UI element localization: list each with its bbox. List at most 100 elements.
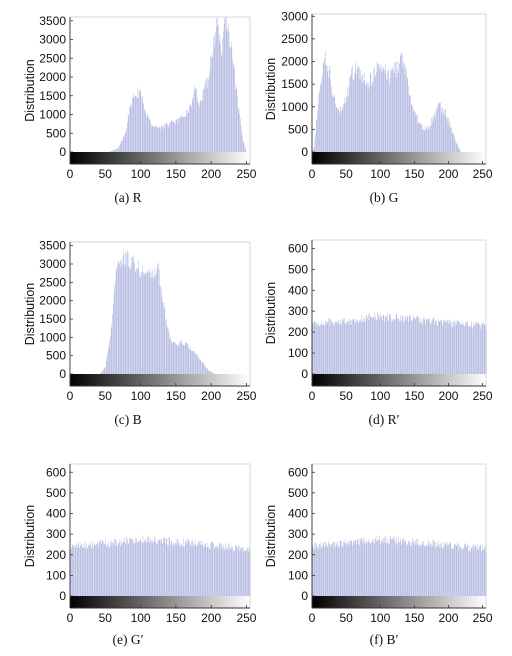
intensity-gradient-bar <box>70 152 250 164</box>
chart-panel-b: 0 500 1000 1500 2000 2500 3000 3500 0 50 100 150 200… <box>0 220 257 438</box>
y-tick-label: 1000 <box>281 100 308 114</box>
y-tick-label: 2500 <box>281 32 308 46</box>
x-tick-label: 150 <box>404 389 424 403</box>
x-tick-label: 100 <box>370 167 390 181</box>
y-tick-label: 0 <box>301 589 308 603</box>
intensity-gradient-bar <box>70 596 250 608</box>
x-tick-label: 0 <box>67 167 74 181</box>
y-tick-label: 300 <box>288 527 308 541</box>
chart-caption: (c) B <box>114 412 142 427</box>
y-tick-label: 1000 <box>39 108 66 122</box>
y-tick-label: 1500 <box>39 89 66 103</box>
y-tick-label: 500 <box>46 486 66 500</box>
y-tick-label: 600 <box>46 465 66 479</box>
x-tick-label: 100 <box>131 167 151 181</box>
histogram-bars <box>312 535 487 596</box>
x-tick-label: 200 <box>201 167 221 181</box>
y-tick-label: 3500 <box>39 14 66 28</box>
x-tick-label: 100 <box>370 389 390 403</box>
x-tick-label: 150 <box>166 389 186 403</box>
y-axis-title: Distribution <box>264 282 278 345</box>
x-tick-label: 50 <box>99 611 113 625</box>
y-tick-label: 2000 <box>281 55 308 69</box>
x-tick-label: 250 <box>236 167 256 181</box>
y-tick-label: 1500 <box>281 77 308 91</box>
intensity-gradient-bar <box>312 596 486 608</box>
histogram-chart: 0 100 200 300 400 500 600 0 50 100 150 200 250 Distri… <box>23 463 257 625</box>
y-tick-label: 500 <box>288 122 308 136</box>
x-tick-label: 200 <box>438 611 458 625</box>
histogram-chart: 0 500 1000 1500 2000 2500 3000 3500 0 50 100 150 200… <box>23 239 257 403</box>
y-tick-label: 0 <box>59 145 66 159</box>
x-tick-label: 0 <box>309 167 316 181</box>
x-tick-label: 50 <box>339 389 353 403</box>
x-tick-label: 100 <box>131 389 151 403</box>
y-tick-label: 0 <box>301 367 308 381</box>
y-tick-label: 400 <box>46 507 66 521</box>
y-tick-label: 100 <box>46 568 66 582</box>
x-tick-label: 100 <box>370 611 390 625</box>
y-tick-label: 200 <box>288 325 308 339</box>
x-tick-label: 50 <box>339 611 353 625</box>
chart-panel-r-prime: 0 100 200 300 400 500 600 0 50 100 150 200 250 Distri… <box>256 220 512 438</box>
y-tick-label: 3000 <box>39 33 66 47</box>
x-tick-label: 200 <box>201 611 221 625</box>
y-axis-title: Distribution <box>23 505 37 568</box>
y-tick-label: 300 <box>288 304 308 318</box>
chart-caption: (d) R′ <box>368 412 400 427</box>
histogram-chart: 0 100 200 300 400 500 600 0 50 100 150 200 250 Distri… <box>264 239 493 403</box>
x-tick-label: 150 <box>404 611 424 625</box>
intensity-gradient-bar <box>312 152 486 164</box>
x-tick-label: 100 <box>131 611 151 625</box>
x-tick-label: 250 <box>236 611 256 625</box>
y-tick-label: 600 <box>288 465 308 479</box>
y-tick-label: 3500 <box>39 239 66 253</box>
chart-caption: (f) B′ <box>369 632 399 647</box>
x-tick-label: 150 <box>404 167 424 181</box>
x-tick-label: 50 <box>339 167 353 181</box>
histogram-bars <box>70 535 251 596</box>
x-tick-label: 250 <box>236 389 256 403</box>
histogram-bars <box>100 250 215 374</box>
chart-caption: (a) R <box>114 190 142 205</box>
x-tick-label: 50 <box>99 167 113 181</box>
y-tick-label: 2500 <box>39 275 66 289</box>
y-tick-label: 400 <box>288 507 308 521</box>
chart-panel-g: 0 500 1000 1500 2000 2500 3000 0 50 100 150 200 250 D… <box>256 0 512 218</box>
histogram-chart: 0 500 1000 1500 2000 2500 3000 3500 0 50 100 150 200… <box>23 14 257 181</box>
x-tick-label: 150 <box>166 611 186 625</box>
y-tick-label: 0 <box>59 589 66 603</box>
x-tick-label: 250 <box>473 167 493 181</box>
y-tick-label: 2000 <box>39 294 66 308</box>
y-tick-label: 100 <box>288 568 308 582</box>
x-tick-label: 0 <box>67 389 74 403</box>
intensity-gradient-bar <box>312 374 486 386</box>
chart-panel-r: 0 500 1000 1500 2000 2500 3000 3500 0 50 100 150 200… <box>0 0 257 218</box>
y-tick-label: 600 <box>288 241 308 255</box>
y-tick-label: 500 <box>288 486 308 500</box>
y-tick-label: 3000 <box>39 257 66 271</box>
y-tick-label: 500 <box>46 126 66 140</box>
x-tick-label: 250 <box>473 611 493 625</box>
y-tick-label: 1500 <box>39 312 66 326</box>
y-tick-label: 200 <box>46 548 66 562</box>
chart-panel-g-prime: 0 100 200 300 400 500 600 0 50 100 150 200 250 Distri… <box>0 438 257 656</box>
histogram-bars <box>312 50 461 153</box>
y-axis-title: Distribution <box>264 58 278 121</box>
y-tick-label: 3000 <box>281 9 308 23</box>
x-tick-label: 0 <box>309 389 316 403</box>
y-tick-label: 200 <box>288 548 308 562</box>
y-tick-label: 2000 <box>39 70 66 84</box>
x-tick-label: 50 <box>99 389 113 403</box>
histogram-bars <box>109 17 247 153</box>
x-tick-label: 0 <box>67 611 74 625</box>
histogram-chart: 0 100 200 300 400 500 600 0 50 100 150 200 250 Distri… <box>264 463 493 625</box>
y-tick-label: 500 <box>288 262 308 276</box>
y-tick-label: 1000 <box>39 330 66 344</box>
histogram-bars <box>312 312 487 374</box>
chart-caption: (b) G <box>369 190 399 205</box>
x-tick-label: 0 <box>309 611 316 625</box>
intensity-gradient-bar <box>70 374 250 386</box>
x-tick-label: 200 <box>201 389 221 403</box>
y-tick-label: 100 <box>288 346 308 360</box>
